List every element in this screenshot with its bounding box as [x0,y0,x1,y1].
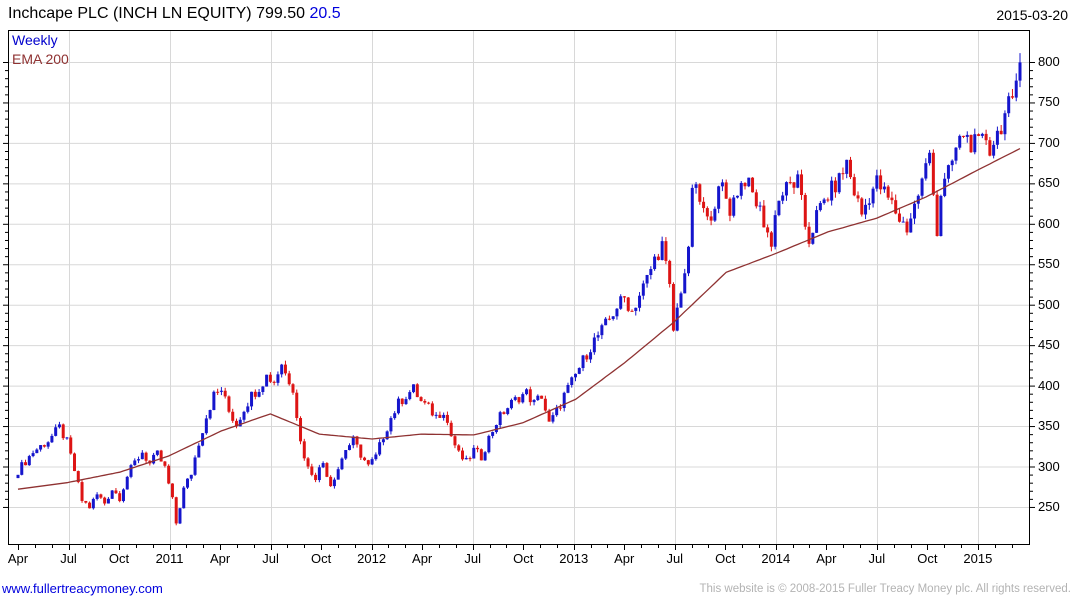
instrument-title: Inchcape PLC (INCH LN EQUITY) [8,5,252,22]
y-axis-tick-label: 350 [1038,418,1060,434]
y-axis-tick-label: 400 [1038,377,1060,393]
ema-200-line [17,148,1021,490]
y-axis-tick-label: 250 [1038,498,1060,514]
legend-series-weekly: Weekly [12,32,58,48]
y-axis-tick-label: 300 [1038,458,1060,474]
x-axis-tick-label: 2015 [963,551,993,566]
chart-date: 2015-03-20 [996,7,1068,23]
x-axis-tick-label: Oct [108,551,130,566]
x-axis-tick-label: Jul [464,551,481,566]
x-axis-tick-label: Apr [816,551,837,566]
x-axis-tick-label: Oct [917,551,938,566]
x-axis-tick-label: 2012 [357,551,387,566]
chart-title-bar: Inchcape PLC (INCH LN EQUITY) 799.50 20.… [8,5,341,23]
x-axis-tick-label: Jul [666,551,684,566]
copyright-text: This website is © 2008-2015 Fuller Treac… [699,583,1071,595]
x-axis-tick-label: Apr [412,551,433,566]
x-axis-tick-label: Oct [715,551,736,566]
x-axis-tick-label: 2013 [559,551,589,566]
price-change: 20.5 [309,5,341,22]
x-axis-tick-label: 2014 [761,551,791,566]
y-axis-tick-label: 450 [1038,337,1060,353]
legend-ema-200: EMA 200 [12,51,69,67]
y-axis-tick-label: 750 [1038,94,1060,110]
x-axis-tick-label: 2011 [155,551,184,566]
y-axis-tick-label: 700 [1038,134,1060,150]
y-axis-tick-label: 500 [1038,296,1060,312]
x-axis-tick-label: Oct [311,551,332,566]
y-axis-tick-label: 800 [1038,54,1060,69]
website-link[interactable]: www.fullertreacymoney.com [2,581,163,596]
y-axis-tick-label: 650 [1038,175,1060,191]
x-axis-tick-label: Jul [868,551,886,566]
last-price: 799.50 [256,5,306,22]
x-axis-tick-label: Apr [209,551,231,566]
y-axis-tick-label: 600 [1038,215,1060,231]
x-axis-tick-label: Jul [262,551,279,566]
x-axis-tick-label: Jul [60,551,77,566]
x-axis-tick-label: Oct [513,551,534,566]
y-axis-tick-label: 550 [1038,256,1060,272]
x-axis-tick-label: Apr [614,551,635,566]
x-axis-tick-label: Apr [7,551,29,566]
